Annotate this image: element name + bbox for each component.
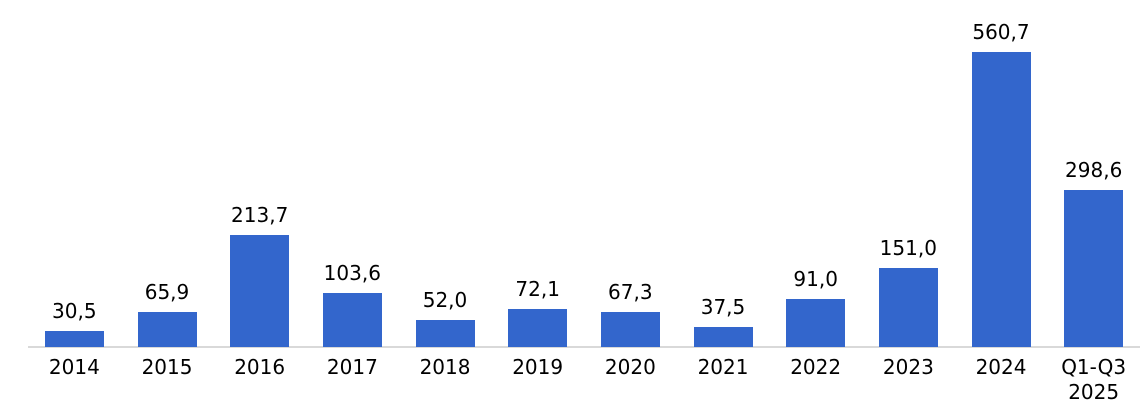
x-axis-label: 2014 (28, 355, 121, 380)
bar-2022 (786, 299, 846, 347)
data-label: 91,0 (793, 267, 838, 291)
x-axis-label-line: 2020 (604, 355, 656, 379)
x-axis-label-line: 2021 (697, 355, 749, 379)
bar-2014 (44, 331, 104, 347)
x-axis-label-line: 2019 (512, 355, 564, 379)
x-axis-label: 2021 (677, 355, 770, 380)
x-axis-label: 2015 (121, 355, 214, 380)
bar-2016 (230, 235, 290, 347)
bar-2020 (600, 312, 660, 347)
x-axis-label: 2018 (399, 355, 492, 380)
data-label: 151,0 (879, 236, 937, 260)
x-axis-label: 2017 (306, 355, 399, 380)
x-axis-label: 2024 (955, 355, 1048, 380)
x-axis-label-line: Q1-Q3 (1061, 355, 1127, 379)
x-axis-label: 2019 (491, 355, 584, 380)
x-axis-label-line: 2024 (975, 355, 1027, 379)
bar-q1-q3-2025 (1064, 190, 1124, 347)
data-label: 37,5 (700, 295, 746, 319)
x-axis-label-line: 2018 (419, 355, 471, 379)
x-axis-label-line: 2022 (790, 355, 842, 379)
x-axis-line (28, 346, 1140, 348)
x-axis-label-line: 2016 (234, 355, 286, 379)
data-label: 72,1 (515, 277, 560, 301)
bar-2021 (693, 327, 753, 347)
data-label: 213,7 (231, 203, 289, 227)
bar-2018 (415, 320, 475, 347)
data-label: 103,6 (323, 261, 381, 285)
data-label: 560,7 (972, 20, 1030, 44)
data-label: 30,5 (52, 299, 97, 323)
bar-2024 (971, 52, 1031, 347)
data-label: 65,9 (144, 280, 190, 304)
bar-2015 (137, 312, 197, 347)
x-axis-label: 2020 (584, 355, 677, 380)
data-label: 52,0 (422, 288, 468, 312)
data-label: 67,3 (608, 280, 653, 304)
x-axis-label-line: 2023 (882, 355, 934, 379)
x-axis-label-line: 2017 (326, 355, 378, 379)
bar-2023 (878, 268, 938, 347)
x-axis-label: 2016 (213, 355, 306, 380)
x-axis-label: Q1-Q3 2025 (1047, 355, 1140, 405)
x-axis-label-line: 2025 (1068, 380, 1120, 404)
bar-2019 (508, 309, 568, 347)
x-axis-label: 2023 (862, 355, 955, 380)
x-axis-label: 2022 (769, 355, 862, 380)
x-axis-label-line: 2014 (48, 355, 100, 379)
bar-2017 (322, 293, 382, 347)
data-label: 298,6 (1065, 158, 1123, 182)
x-axis-label-line: 2015 (141, 355, 193, 379)
